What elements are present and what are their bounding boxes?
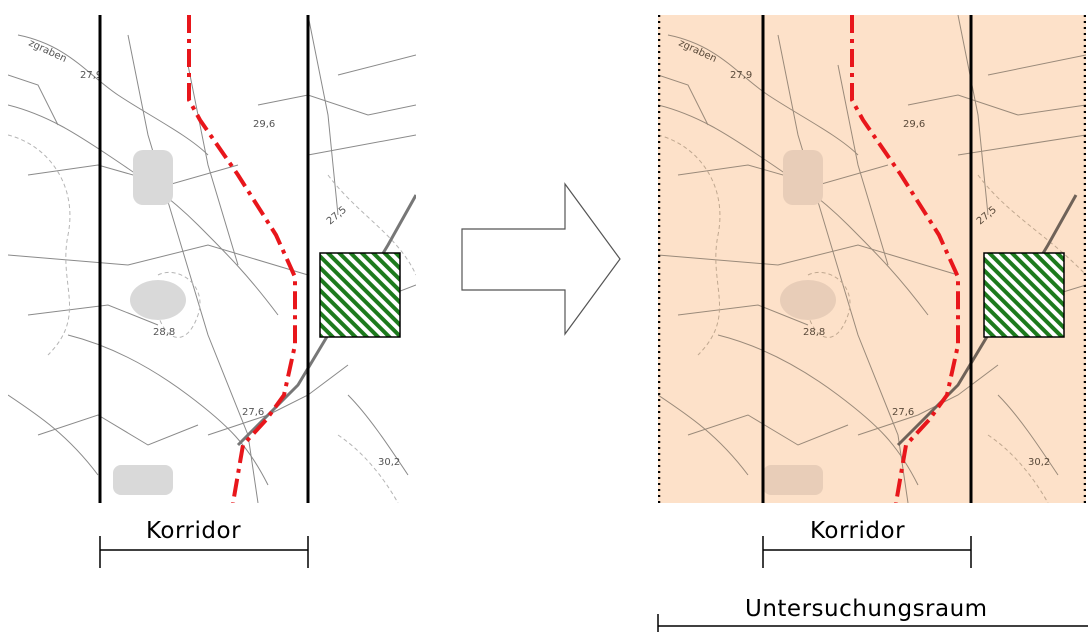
contour-lines [8,134,416,503]
svg-text:29,6: 29,6 [253,119,275,130]
hatched-area [319,252,401,338]
grey-areas [763,150,836,495]
svg-text:27,9: 27,9 [730,70,752,81]
transition-arrow-icon [461,182,621,336]
topographic-map-left: 27,9 29,6 27,5 28,8 27,6 30,2 zgraben [8,15,416,503]
corridor-scale-right [762,536,972,568]
right-map-panel: 27,9 29,6 27,5 28,8 27,6 30,2 zgraben [658,15,1086,503]
grey-areas [113,150,186,495]
route-line [187,15,297,503]
route-line [850,15,960,503]
topographic-map-right: 27,9 29,6 27,5 28,8 27,6 30,2 zgraben [658,15,1086,503]
svg-text:28,8: 28,8 [153,327,175,338]
svg-text:29,6: 29,6 [903,119,925,130]
svg-text:27,6: 27,6 [242,407,264,418]
svg-text:27,9: 27,9 [80,70,102,81]
study-area-label: Untersuchungsraum [745,596,988,622]
svg-text:30,2: 30,2 [1028,457,1050,468]
contour-lines [658,134,1086,503]
corridor-scale-left [99,536,309,568]
svg-text:27,6: 27,6 [892,407,914,418]
svg-text:28,8: 28,8 [803,327,825,338]
terrain-lines [658,15,1086,503]
study-area-scale [657,614,1088,632]
corridor-label-left: Korridor [146,518,242,544]
corridor-label-right: Korridor [810,518,906,544]
svg-text:30,2: 30,2 [378,457,400,468]
left-map-panel: 27,9 29,6 27,5 28,8 27,6 30,2 zgraben [8,15,416,503]
hatched-area [983,252,1065,338]
